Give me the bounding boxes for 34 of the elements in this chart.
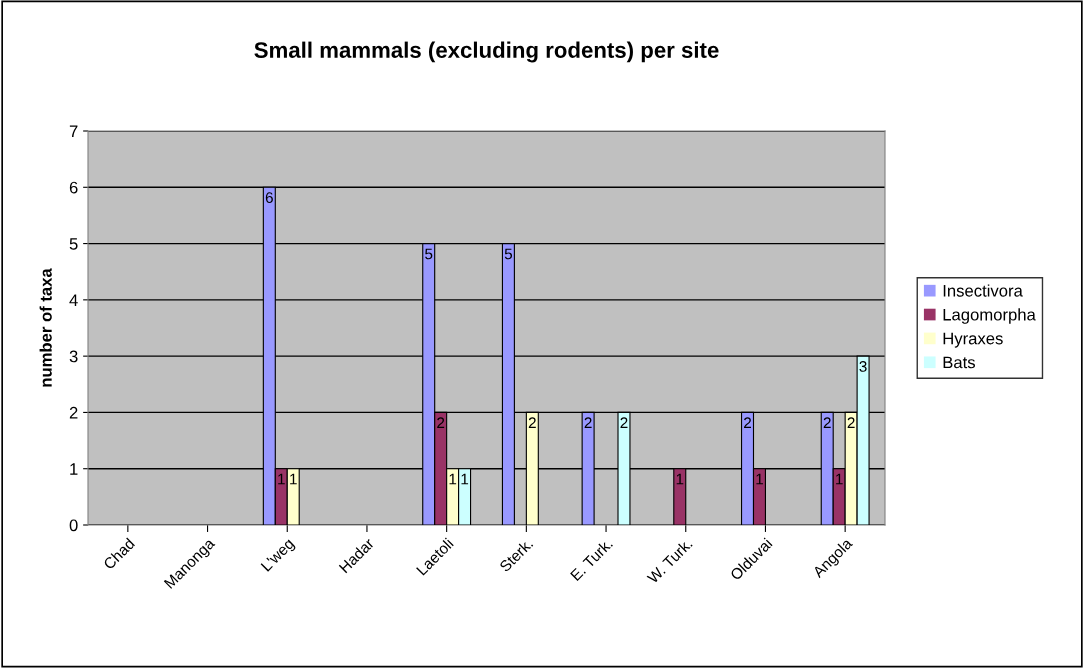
y-tick-label: 4	[69, 294, 78, 306]
data-label: 5	[425, 248, 433, 260]
y-tick-label: 1	[70, 463, 78, 475]
data-label: 5	[504, 248, 513, 260]
data-label: 1	[449, 473, 457, 485]
y-tick-label: 2	[69, 406, 78, 419]
data-label: 1	[756, 473, 763, 485]
y-tick-label: 5	[69, 238, 78, 250]
data-label: 1	[290, 473, 297, 485]
data-label: 2	[528, 417, 536, 428]
x-tick-label: E. Turk.	[569, 537, 613, 582]
data-label: 2	[744, 417, 751, 428]
legend-label: Hyraxes	[943, 332, 1003, 348]
data-label: 1	[278, 473, 285, 485]
data-label: 2	[823, 417, 831, 428]
y-tick-label: 3	[69, 350, 78, 363]
data-label: 1	[836, 473, 843, 485]
chart-title: Small mammals (excluding rodents) per site	[254, 41, 719, 63]
data-label: 6	[265, 192, 273, 204]
data-label: 2	[584, 417, 592, 428]
y-tick-label: 0	[69, 519, 78, 532]
data-label: 1	[461, 473, 469, 485]
data-label: 2	[437, 417, 445, 428]
legend-label: Lagomorpha	[943, 308, 1036, 324]
y-tick-label: 7	[69, 125, 78, 138]
data-label: 1	[676, 473, 684, 485]
x-tick-label: W. Turk.	[646, 537, 693, 585]
data-label: 2	[847, 417, 855, 428]
y-tick-label: 6	[69, 181, 78, 194]
data-label: 3	[859, 361, 867, 372]
data-label: 2	[620, 417, 628, 428]
y-axis-title: number of taxa	[39, 268, 52, 387]
legend-label: Bats	[943, 356, 975, 369]
legend-label: Insectivora	[943, 284, 1023, 297]
